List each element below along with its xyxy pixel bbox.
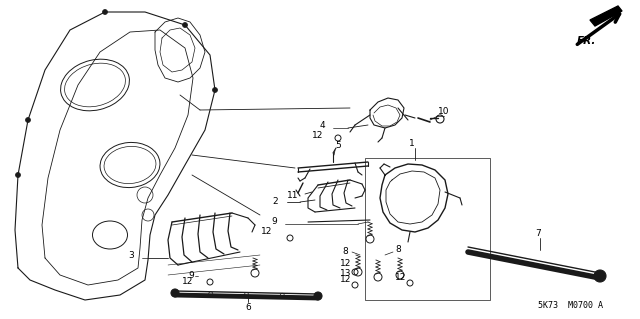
Circle shape xyxy=(594,270,606,282)
Text: 12: 12 xyxy=(182,278,193,286)
Polygon shape xyxy=(590,6,622,26)
Text: 13: 13 xyxy=(340,269,351,278)
Text: FR.: FR. xyxy=(577,36,596,46)
Text: 7: 7 xyxy=(535,228,541,238)
Circle shape xyxy=(212,87,218,93)
Circle shape xyxy=(182,23,188,27)
Text: 5: 5 xyxy=(335,142,340,151)
Text: 9: 9 xyxy=(271,218,277,226)
Circle shape xyxy=(102,10,108,14)
Text: 6: 6 xyxy=(245,302,251,311)
Text: 12: 12 xyxy=(340,259,351,269)
Text: 1: 1 xyxy=(409,139,415,149)
Text: 5K73  M0700 A: 5K73 M0700 A xyxy=(538,300,602,309)
Text: 12: 12 xyxy=(340,276,351,285)
Text: 12: 12 xyxy=(395,273,406,283)
Circle shape xyxy=(26,117,31,122)
Circle shape xyxy=(171,289,179,297)
Text: 8: 8 xyxy=(395,246,401,255)
Text: 12: 12 xyxy=(312,131,323,140)
Circle shape xyxy=(314,292,322,300)
Text: 12: 12 xyxy=(260,227,272,236)
Text: 3: 3 xyxy=(128,250,134,259)
Text: 8: 8 xyxy=(342,248,348,256)
Text: 10: 10 xyxy=(438,107,449,115)
Text: 2: 2 xyxy=(273,197,278,206)
Text: 4: 4 xyxy=(319,122,325,130)
Text: 11: 11 xyxy=(287,191,298,201)
Circle shape xyxy=(15,173,20,177)
Text: 9: 9 xyxy=(188,271,194,280)
